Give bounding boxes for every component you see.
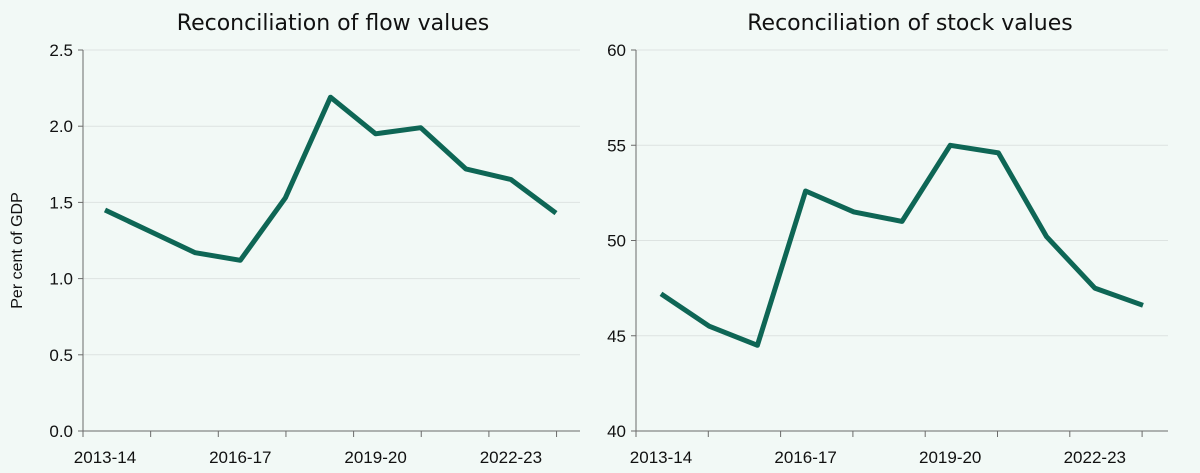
chart-panel-2: 40 45 50 55 60 2013-14 2016-17 2019-20 2022-23 Re…	[607, 11, 1168, 467]
x-tick-label: 2013-14	[630, 448, 692, 467]
series-line	[103, 94, 558, 263]
x-tick-label: 2022-23	[1064, 448, 1126, 467]
x-tick-label: 2013-14	[74, 448, 136, 467]
y-tick-label: 2.0	[49, 117, 73, 136]
chart-panel-1: 0.0 0.5 1.0 1.5 2.0 2.5 2013-14 2016-17 2019-20 2…	[9, 11, 580, 467]
x-tick-label: 2019-20	[919, 448, 981, 467]
y-tick-label: 0.0	[49, 422, 73, 441]
y-tick-label: 45	[607, 327, 626, 346]
y-tick-label: 50	[607, 232, 626, 251]
x-tick-label: 2019-20	[344, 448, 406, 467]
x-tick-label: 2022-23	[480, 448, 542, 467]
y-axis-label: Per cent of GDP	[9, 192, 26, 309]
y-tick-label: 2.5	[49, 41, 73, 60]
y-tick-label: 40	[607, 422, 626, 441]
y-tick-label: 1.0	[49, 270, 73, 289]
y-tick-label: 1.5	[49, 193, 73, 212]
y-tick-label: 0.5	[49, 346, 73, 365]
x-tick-label: 2016-17	[209, 448, 271, 467]
y-tick-label: 60	[607, 41, 626, 60]
y-tick-label: 55	[607, 136, 626, 155]
series-line	[659, 142, 1144, 348]
x-tick-label: 2016-17	[774, 448, 836, 467]
chart-title: Reconciliation of stock values	[747, 11, 1073, 36]
chart-title: Reconciliation of flow values	[177, 11, 489, 36]
